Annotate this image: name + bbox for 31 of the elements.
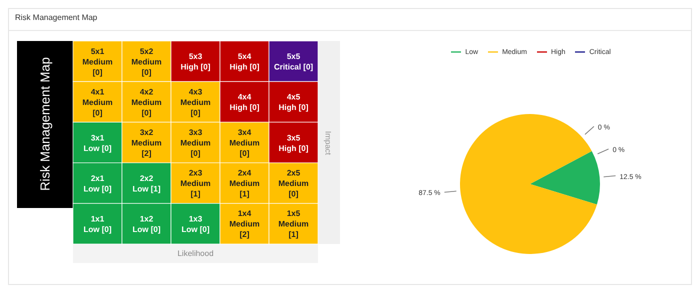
pie-slice [460, 114, 597, 254]
text: 5x5 Critical [0] [274, 52, 314, 72]
text: 4x5 High [0] [278, 92, 309, 112]
text: Risk Management Map [15, 13, 98, 22]
text: 2x4 Medium [1] [229, 168, 260, 199]
text: 3x1 Low [0] [84, 133, 112, 153]
text: 2x2 Low [1] [132, 174, 161, 194]
text: 4x1 Medium [0] [82, 87, 113, 118]
text: 4x4 High [0] [230, 92, 260, 112]
text: 2x1 Low [0] [84, 174, 112, 194]
text: 2x3 Medium [1] [180, 168, 211, 199]
text: 5x4 High [0] [230, 52, 260, 72]
text: 1x3 Low [0] [182, 214, 210, 234]
text: 1x5 Medium [1] [278, 209, 309, 240]
text: 3x2 Medium [2] [131, 128, 162, 158]
text: 3x5 High [0] [278, 133, 309, 153]
text: 2x5 Medium [0] [278, 168, 309, 199]
text: 5x3 High [0] [180, 52, 211, 72]
text: 4x2 Medium [0] [131, 87, 162, 118]
text: 3x3 Medium [0] [180, 128, 211, 158]
text: 1x4 Medium [2] [229, 209, 260, 240]
text: 4x3 Medium [0] [180, 87, 211, 118]
text: 5x2 Medium [0] [131, 46, 162, 77]
text: 3x4 Medium [0] [229, 128, 260, 158]
text: Likelihood [176, 249, 215, 258]
text: 1x1 Low [0] [84, 214, 112, 234]
text: 5x1 Medium [0] [82, 46, 113, 77]
text: 1x2 Low [0] [132, 214, 161, 234]
text: Risk Management Map [38, 57, 52, 191]
pie-slice [530, 151, 600, 204]
text: Impact [324, 130, 332, 156]
